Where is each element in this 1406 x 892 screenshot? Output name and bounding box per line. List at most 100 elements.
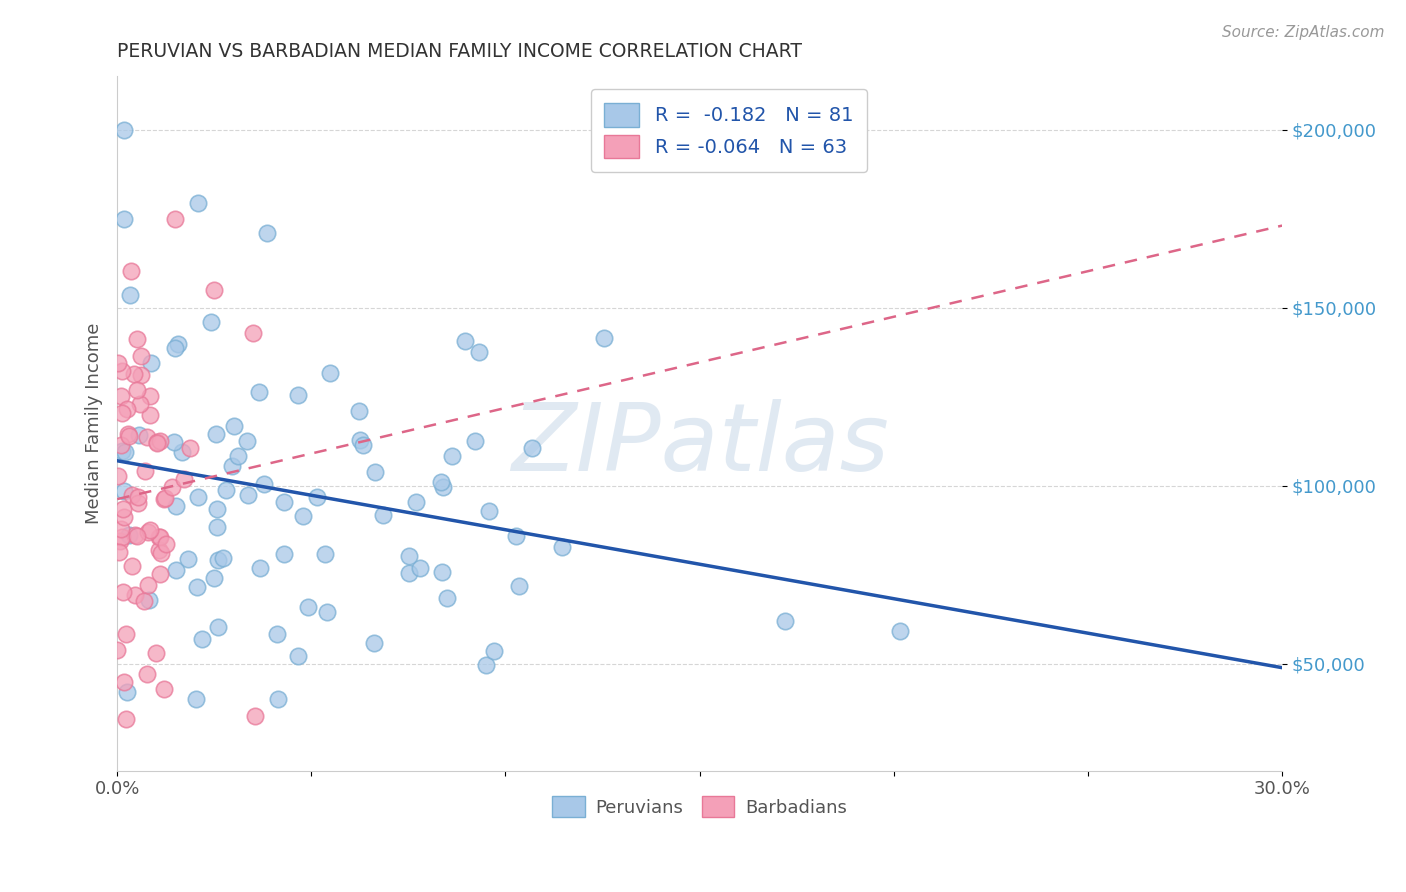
Point	[165, 563, 187, 577]
Point	[149, 546, 172, 560]
Point	[114, 445, 136, 459]
Point	[118, 527, 141, 541]
Point	[125, 383, 148, 397]
Point	[173, 472, 195, 486]
Point	[398, 549, 420, 564]
Point	[405, 494, 427, 508]
Point	[112, 122, 135, 136]
Point	[243, 708, 266, 723]
Point	[889, 624, 911, 638]
Point	[307, 490, 329, 504]
Point	[118, 429, 141, 443]
Point	[363, 636, 385, 650]
Point	[114, 675, 136, 690]
Point	[139, 523, 162, 537]
Point	[297, 599, 319, 614]
Point	[211, 551, 233, 566]
Text: ZIPatlas: ZIPatlas	[510, 399, 889, 490]
Point	[110, 522, 132, 536]
Point	[139, 408, 162, 422]
Point	[115, 402, 138, 417]
Point	[315, 606, 337, 620]
Point	[187, 490, 209, 504]
Point	[131, 350, 153, 364]
Point	[593, 331, 616, 345]
Point	[129, 397, 152, 411]
Point	[222, 419, 245, 434]
Point	[409, 561, 432, 575]
Point	[186, 581, 208, 595]
Point	[468, 345, 491, 359]
Point	[122, 367, 145, 381]
Point	[226, 450, 249, 464]
Point	[146, 435, 169, 450]
Point	[432, 480, 454, 494]
Point	[247, 384, 270, 399]
Point	[432, 565, 454, 579]
Y-axis label: Median Family Income: Median Family Income	[86, 323, 103, 524]
Point	[114, 627, 136, 641]
Point	[136, 578, 159, 592]
Point	[475, 657, 498, 672]
Point	[202, 572, 225, 586]
Point	[436, 591, 458, 605]
Point	[149, 566, 172, 581]
Point	[373, 508, 395, 523]
Point	[287, 387, 309, 401]
Point	[148, 530, 170, 544]
Point	[551, 540, 574, 554]
Point	[773, 614, 796, 628]
Point	[125, 529, 148, 543]
Point	[134, 464, 156, 478]
Point	[441, 450, 464, 464]
Point	[398, 566, 420, 580]
Point	[146, 435, 169, 450]
Point	[163, 342, 186, 356]
Point	[256, 226, 278, 240]
Point	[253, 477, 276, 491]
Point	[155, 491, 177, 505]
Point	[236, 487, 259, 501]
Point	[148, 543, 170, 558]
Point	[314, 547, 336, 561]
Point	[236, 434, 259, 448]
Point	[127, 496, 149, 510]
Point	[482, 644, 505, 658]
Point	[202, 283, 225, 297]
Point	[105, 642, 128, 657]
Point	[454, 334, 477, 348]
Point	[121, 488, 143, 502]
Point	[505, 529, 527, 543]
Point	[200, 315, 222, 329]
Point	[429, 475, 451, 489]
Point	[114, 509, 136, 524]
Point	[160, 480, 183, 494]
Point	[117, 426, 139, 441]
Point	[287, 649, 309, 664]
Point	[163, 435, 186, 450]
Point	[478, 504, 501, 518]
Point	[132, 593, 155, 607]
Point	[349, 433, 371, 447]
Point	[111, 363, 134, 377]
Text: PERUVIAN VS BARBADIAN MEDIAN FAMILY INCOME CORRELATION CHART: PERUVIAN VS BARBADIAN MEDIAN FAMILY INCO…	[117, 42, 803, 61]
Point	[273, 547, 295, 561]
Point	[207, 553, 229, 567]
Point	[138, 593, 160, 607]
Point	[139, 389, 162, 403]
Point	[111, 530, 134, 544]
Point	[249, 561, 271, 575]
Point	[108, 534, 131, 549]
Point	[364, 465, 387, 479]
Point	[186, 692, 208, 706]
Point	[508, 579, 530, 593]
Point	[319, 367, 342, 381]
Point	[139, 356, 162, 370]
Point	[145, 646, 167, 660]
Point	[124, 588, 146, 602]
Point	[110, 438, 132, 452]
Point	[347, 404, 370, 418]
Point	[127, 490, 149, 504]
Point	[112, 211, 135, 226]
Point	[177, 552, 200, 566]
